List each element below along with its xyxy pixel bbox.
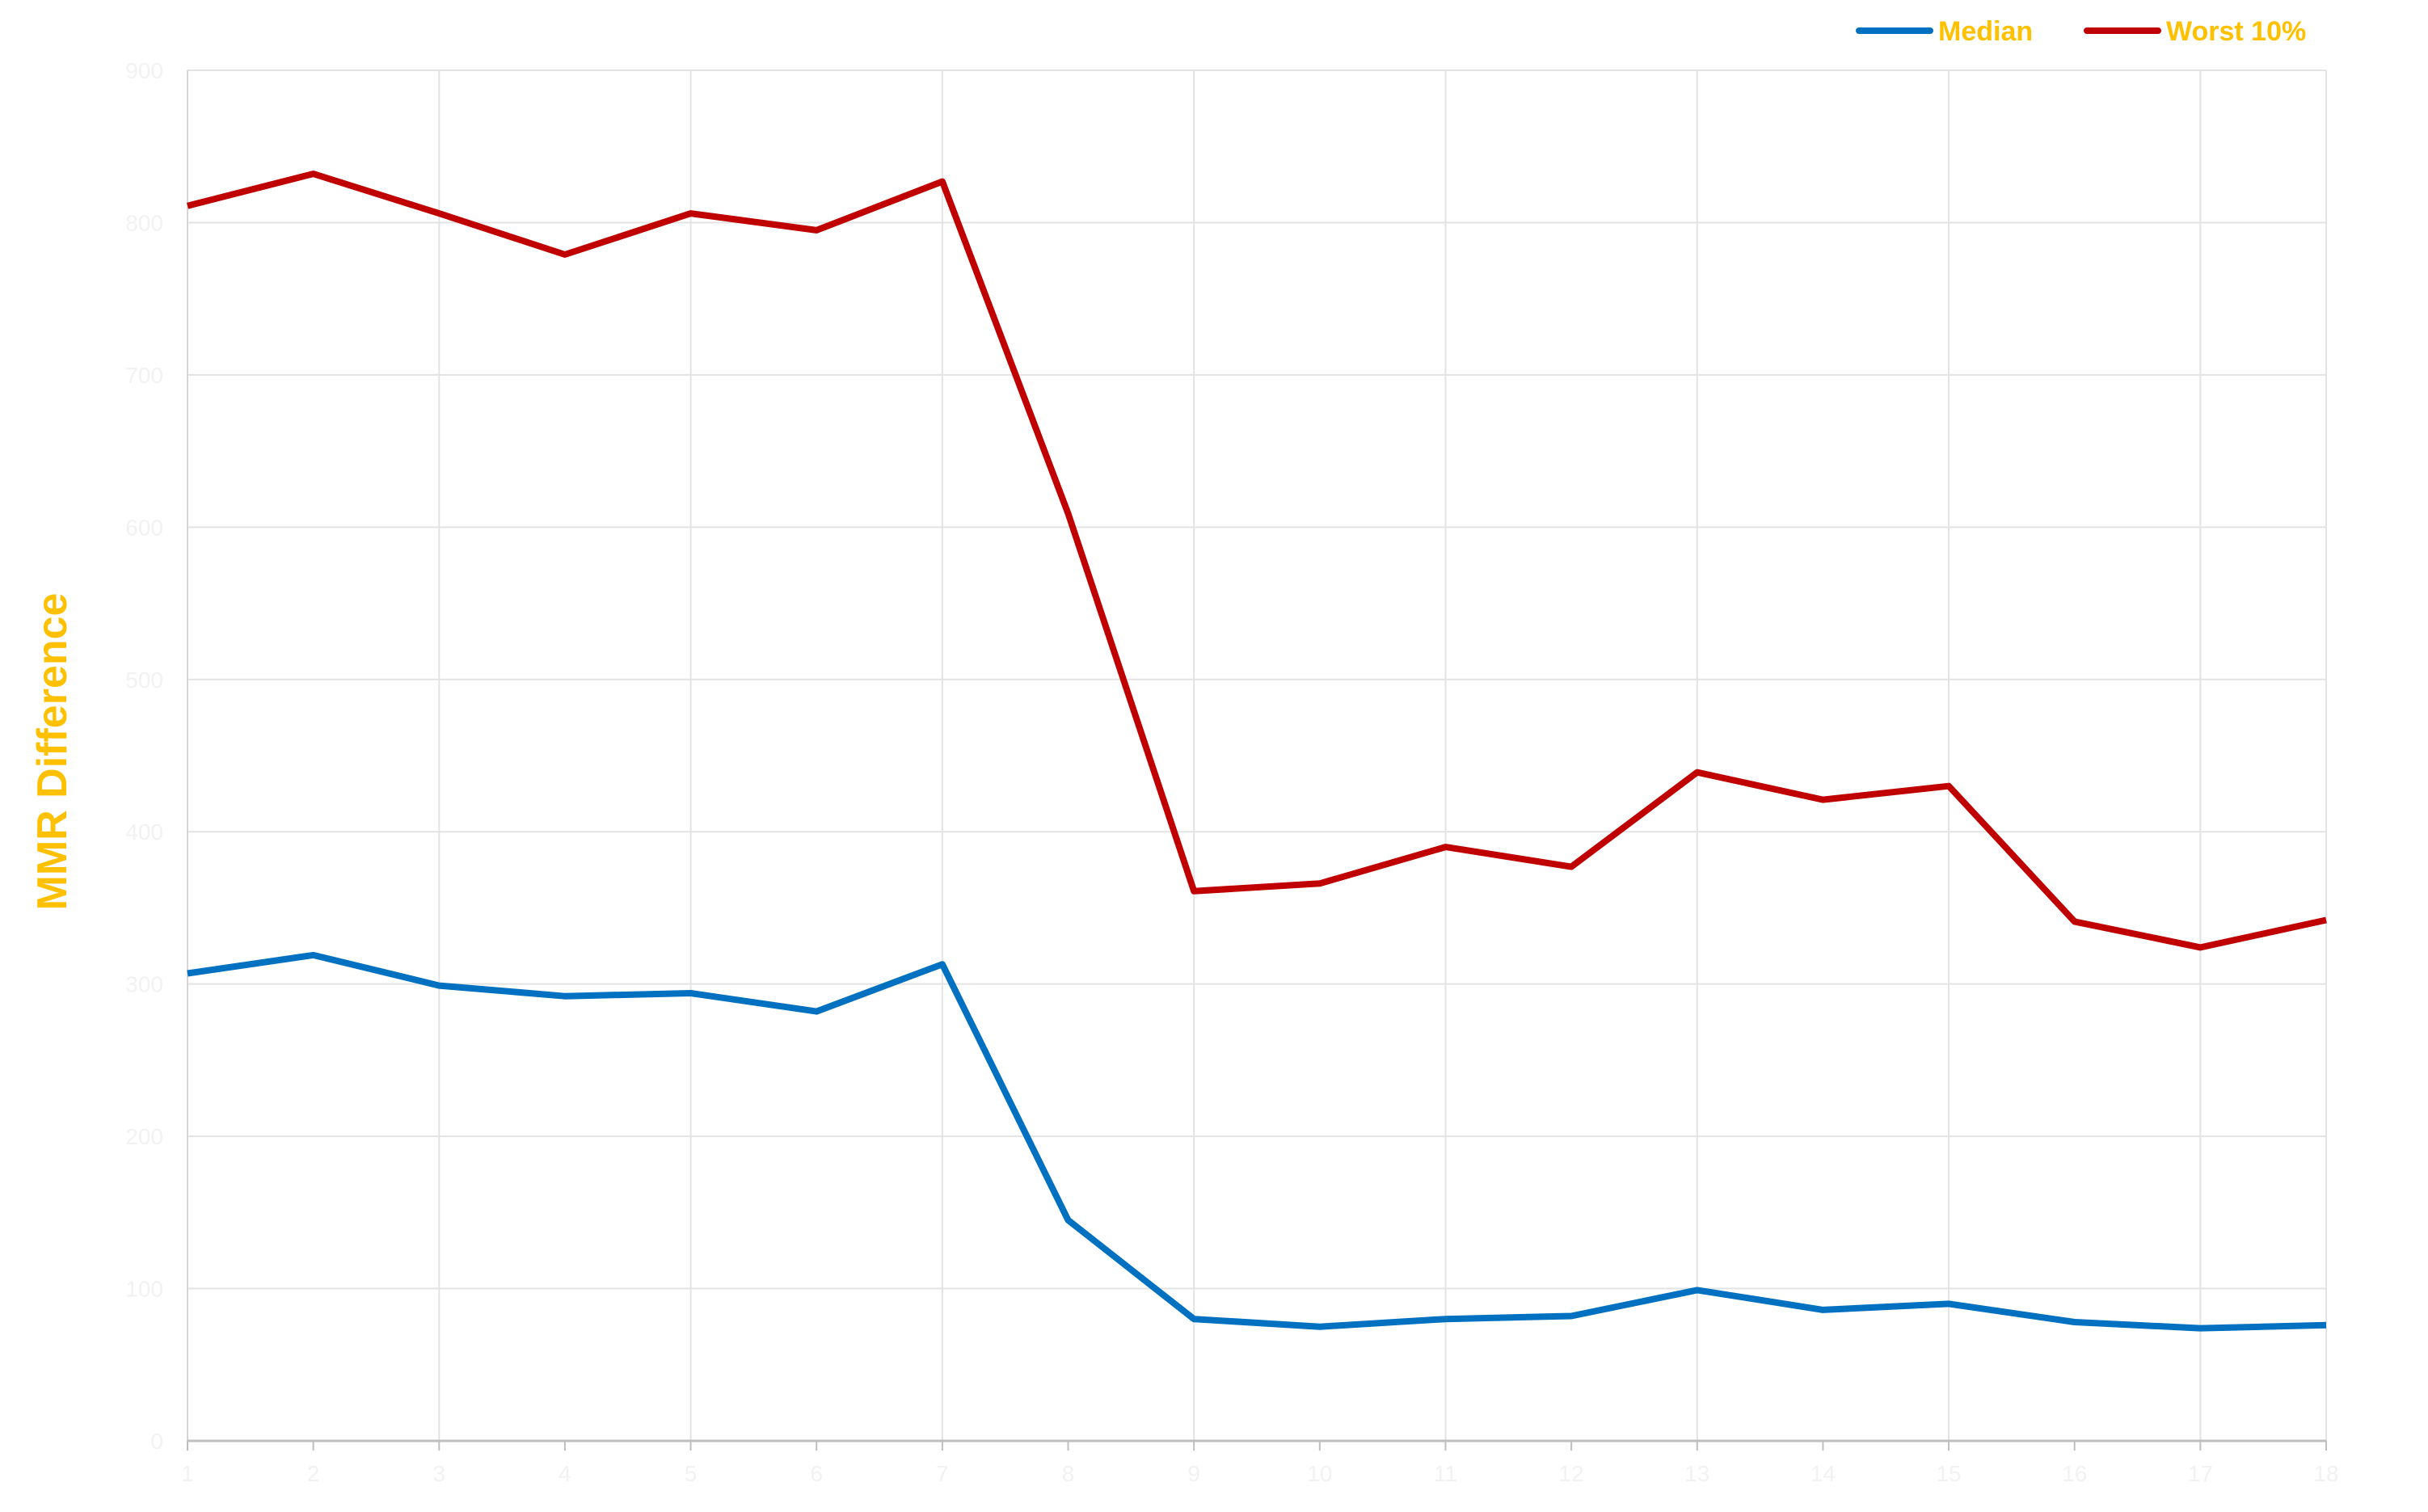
x-tick-label: 2	[307, 1461, 320, 1486]
y-tick-label: 400	[125, 819, 163, 844]
x-tick-label: 11	[1434, 1461, 1457, 1486]
axes	[187, 70, 2327, 1451]
y-axis-label: MMR Difference	[29, 593, 76, 911]
x-tick-label: 3	[433, 1461, 446, 1486]
legend: Median Worst 10%	[1856, 16, 2306, 47]
x-tick-label: 10	[1307, 1461, 1332, 1486]
legend-label-worst-10pct: Worst 10%	[2166, 16, 2306, 47]
x-tick-label: 4	[559, 1461, 571, 1486]
x-tick-label: 12	[1559, 1461, 1584, 1486]
x-tick-label: 13	[1684, 1461, 1709, 1486]
x-tick-label: 14	[1810, 1461, 1836, 1486]
x-tick-label: 6	[810, 1461, 823, 1486]
y-tick-label: 0	[150, 1429, 163, 1454]
series-line-median	[187, 951, 2327, 1332]
x-tick-label: 1	[181, 1461, 194, 1486]
x-tick-label: 5	[685, 1461, 698, 1486]
y-tick-label: 300	[125, 972, 163, 997]
y-tick-label: 800	[125, 210, 163, 235]
x-tick-label: 16	[2062, 1461, 2087, 1486]
y-tick-label: 900	[125, 58, 163, 83]
x-tick-label: 18	[2313, 1461, 2338, 1486]
grid	[187, 69, 2327, 1442]
series	[187, 171, 2327, 1332]
x-tick-label: 8	[1062, 1461, 1075, 1486]
y-tick-label: 500	[125, 668, 163, 693]
y-tick-label: 100	[125, 1277, 163, 1302]
series-line-worst-10pct	[187, 171, 2327, 951]
y-tick-label: 700	[125, 363, 163, 388]
y-tick-label: 600	[125, 515, 163, 540]
x-tick-label: 9	[1187, 1461, 1200, 1486]
y-tick-label: 200	[125, 1124, 163, 1149]
x-tick-label: 17	[2188, 1461, 2213, 1486]
legend-label-median: Median	[1938, 16, 2033, 47]
x-tick-label: 15	[1936, 1461, 1961, 1486]
x-tick-label: 7	[936, 1461, 949, 1486]
